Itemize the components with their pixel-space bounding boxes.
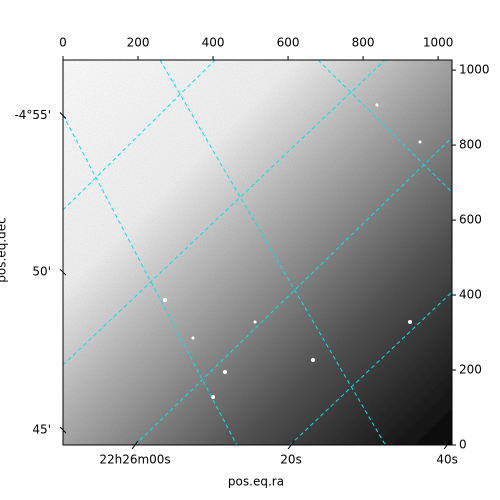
grid-line <box>63 60 216 211</box>
grid-line <box>289 291 452 445</box>
plot-frame <box>62 59 453 446</box>
x-tick-label: 800 <box>352 36 375 50</box>
dec-tick <box>59 268 67 276</box>
x-tick-label: 400 <box>202 36 225 50</box>
grid-lines <box>63 60 452 445</box>
grid-line <box>159 60 386 445</box>
ra-tick-label: 20s <box>280 453 302 467</box>
image <box>63 60 452 445</box>
grid-line <box>63 60 386 366</box>
ra-tick-label: 22h26m00s <box>99 453 170 467</box>
y-tick-label: 0 <box>459 438 467 452</box>
grid-line <box>317 60 452 193</box>
x-tick-label: 600 <box>277 36 300 50</box>
x-tick-label: 0 <box>59 36 67 50</box>
ra-tick <box>443 440 451 450</box>
dec-tick <box>59 426 67 434</box>
x-axis-label: pos.eq.ra <box>228 475 284 489</box>
ra-tick <box>287 440 295 450</box>
grid-line <box>63 114 238 445</box>
ra-tick <box>131 440 139 450</box>
dec-tick-label: 50' <box>32 265 51 279</box>
y-axis-label: pos.eq.dec <box>0 217 9 282</box>
y-tick-label: 600 <box>459 213 482 227</box>
dec-tick-label: -4°55' <box>14 108 51 122</box>
grid-line <box>134 136 452 445</box>
x-tick-label: 1000 <box>423 36 454 50</box>
ra-tick-label: 40s <box>436 453 458 467</box>
y-tick-label: 400 <box>459 288 482 302</box>
dec-tick <box>59 112 67 119</box>
dec-tick-label: 45' <box>32 423 51 437</box>
y-tick-label: 200 <box>459 363 482 377</box>
y-tick-label: 800 <box>459 138 482 152</box>
x-tick-label: 200 <box>127 36 150 50</box>
y-tick-label: 1000 <box>459 63 490 77</box>
